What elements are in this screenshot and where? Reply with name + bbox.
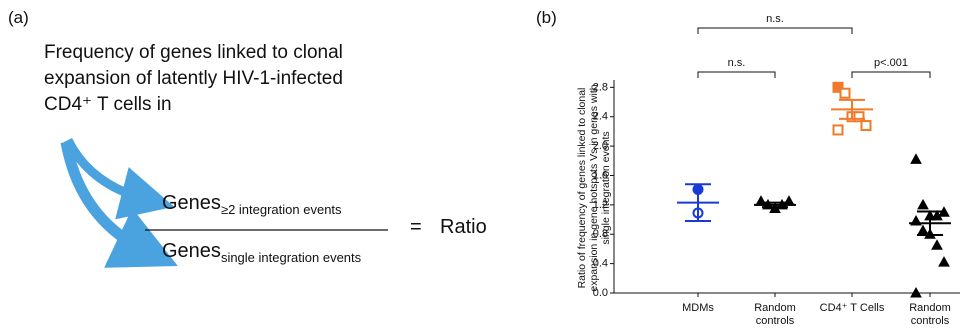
significance-label: n.s. (728, 57, 746, 69)
panel-label: (b) (536, 8, 557, 27)
significance-bracket (697, 71, 776, 78)
y-axis-label: Ratio of frequency of genes linked to cl… (576, 84, 612, 292)
result: Ratio (440, 216, 487, 238)
denominator-main: Genes (162, 240, 221, 262)
x-tick-label: Random controls (754, 302, 796, 327)
panel-label: (a) (8, 8, 29, 27)
y-tick-label: 1.2 (593, 199, 608, 211)
point (860, 120, 872, 132)
y-tick-label: 0.0 (593, 287, 608, 299)
numerator: Genes≥2 integration events (162, 192, 342, 217)
point (853, 111, 865, 123)
significance-bracket (851, 71, 931, 78)
x-tick-label: MDMs (682, 302, 714, 314)
y-tick-label: 1.6 (593, 169, 608, 181)
significance-bracket (697, 27, 853, 34)
y-tick-label: 0.8 (593, 228, 608, 240)
y-tick-label: 2.4 (593, 111, 608, 123)
numerator-main: Genes (162, 192, 221, 214)
point (917, 224, 929, 236)
numerator-sub: ≥2 integration events (220, 202, 342, 217)
denominator: Genessingle integration events (162, 240, 361, 265)
x-tick-label: Random controls (909, 302, 951, 327)
arrow (60, 141, 178, 268)
point (931, 239, 943, 250)
significance-label: p<.001 (874, 57, 908, 69)
point (755, 195, 767, 206)
x-tick-label: CD4⁺ T Cells (819, 302, 885, 314)
denominator-sub: single integration events (220, 250, 362, 265)
point (910, 286, 922, 298)
point (839, 87, 851, 99)
y-tick-label: 2.8 (593, 81, 608, 93)
y-tick-label: 2.0 (593, 140, 608, 152)
description: Frequency of genes linked to clonal expa… (44, 42, 343, 115)
point (938, 256, 950, 267)
equals: = (410, 216, 422, 238)
arrow (63, 137, 175, 220)
point (917, 198, 929, 210)
point (832, 81, 844, 93)
significance-label: n.s. (766, 13, 784, 25)
point (783, 195, 795, 206)
point (832, 124, 844, 136)
point (910, 153, 922, 164)
y-tick-label: 0.4 (593, 258, 608, 270)
